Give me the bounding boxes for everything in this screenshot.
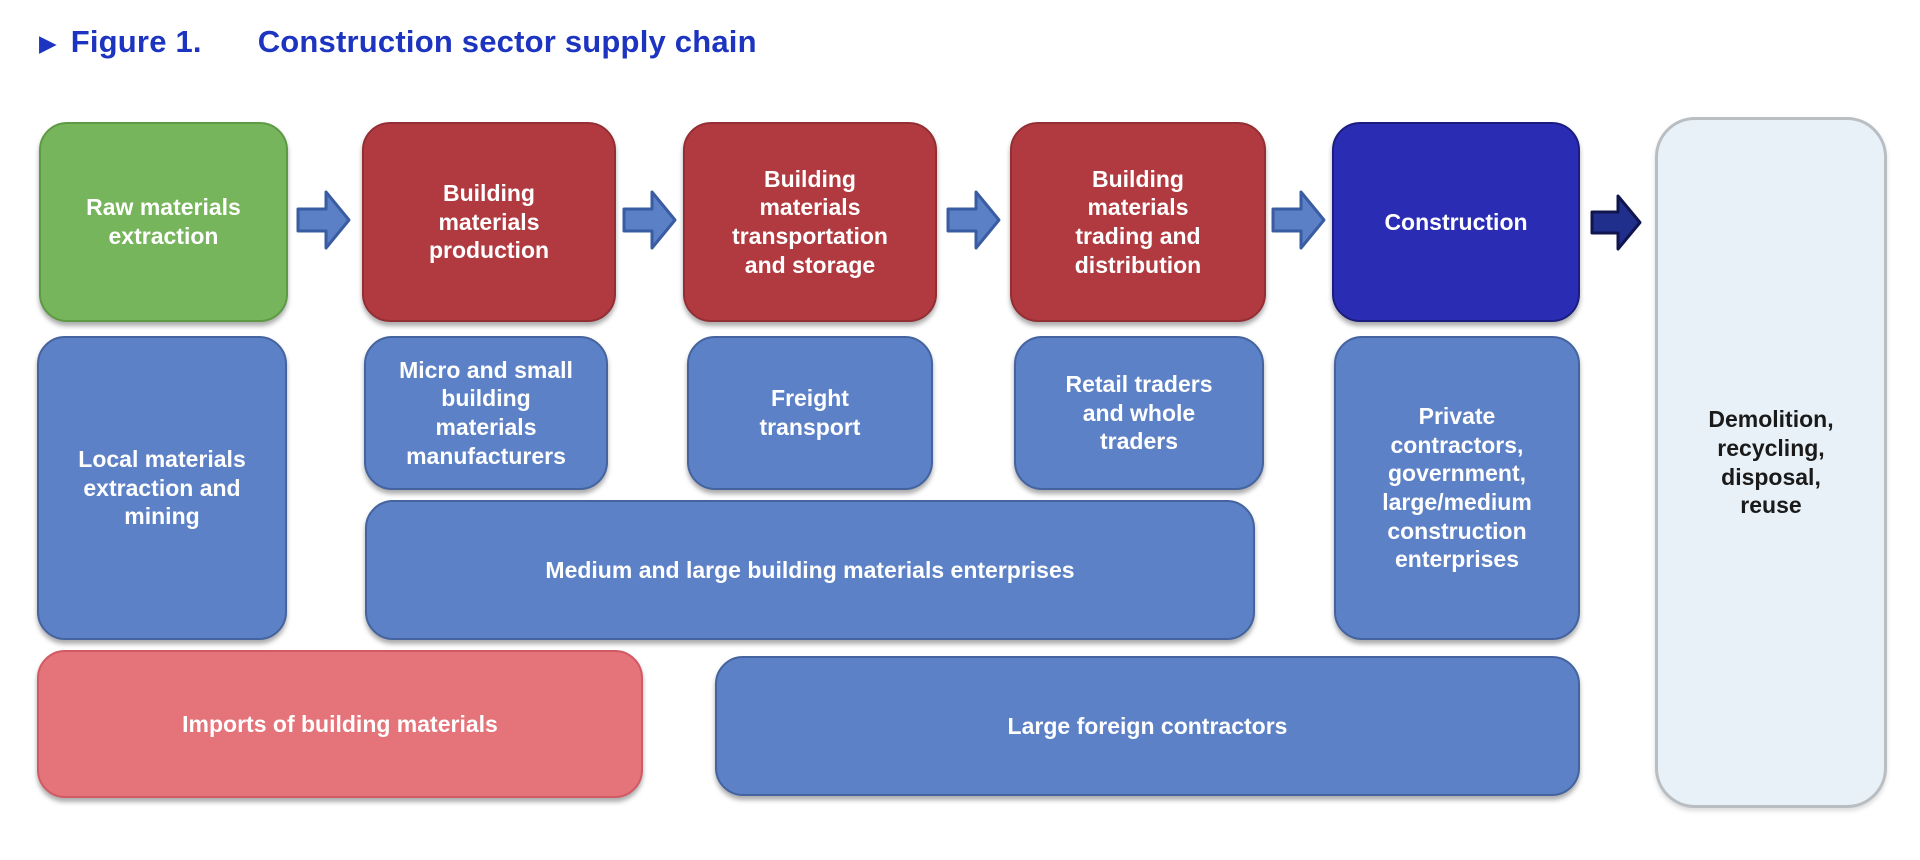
actor-label: Micro and small building materials manuf… — [399, 356, 573, 469]
end-stage-label: Demolition, recycling, disposal, reuse — [1708, 406, 1834, 519]
stage-construction: Construction — [1332, 122, 1580, 322]
actor-label: Local materials extraction and mining — [78, 446, 246, 530]
flow-arrow-icon — [1271, 190, 1326, 250]
actor-label: Large foreign contractors — [1007, 712, 1288, 739]
actor-label: Freight transport — [759, 385, 861, 440]
flow-arrow-icon — [1590, 194, 1642, 251]
figure-number: Figure 1. — [70, 24, 202, 59]
figure-marker-icon: ▶ — [39, 29, 57, 56]
actor-local-materials-extraction-mining: Local materials extraction and mining — [37, 336, 287, 640]
flow-arrow-icon — [946, 190, 1001, 250]
actor-large-foreign-contractors: Large foreign contractors — [715, 656, 1580, 796]
actor-label: Medium and large building materials ente… — [545, 556, 1075, 583]
actor-retail-traders-whole-traders: Retail traders and whole traders — [1014, 336, 1264, 490]
actor-label: Imports of building materials — [182, 710, 498, 737]
actor-imports-of-building-materials: Imports of building materials — [37, 650, 643, 798]
stage-label: Building materials production — [428, 180, 550, 264]
stage-raw-materials-extraction: Raw materials extraction — [39, 122, 288, 322]
stage-label: Building materials transportation and st… — [732, 165, 888, 278]
actor-label: Retail traders and whole traders — [1065, 371, 1213, 455]
actor-label: Private contractors, government, large/m… — [1382, 403, 1532, 573]
stage-label: Construction — [1384, 208, 1528, 235]
stage-building-materials-transportation-storage: Building materials transportation and st… — [683, 122, 937, 322]
actor-private-contractors-government-construction-enterprises: Private contractors, government, large/m… — [1334, 336, 1580, 640]
stage-label: Raw materials extraction — [86, 194, 241, 249]
figure-title: Construction sector supply chain — [257, 24, 757, 59]
end-stage-demolition-recycling-disposal-reuse: Demolition, recycling, disposal, reuse — [1655, 117, 1887, 808]
flow-arrow-icon — [296, 190, 351, 250]
figure-heading: ▶ Figure 1. Construction sector supply c… — [39, 24, 757, 60]
stage-label: Building materials trading and distribut… — [1074, 165, 1202, 278]
flow-arrow-icon — [622, 190, 677, 250]
stage-building-materials-trading-distribution: Building materials trading and distribut… — [1010, 122, 1266, 322]
actor-medium-large-building-materials-enterprises: Medium and large building materials ente… — [365, 500, 1255, 640]
stage-building-materials-production: Building materials production — [362, 122, 616, 322]
actor-micro-small-building-materials-manufacturers: Micro and small building materials manuf… — [364, 336, 608, 490]
actor-freight-transport: Freight transport — [687, 336, 933, 490]
